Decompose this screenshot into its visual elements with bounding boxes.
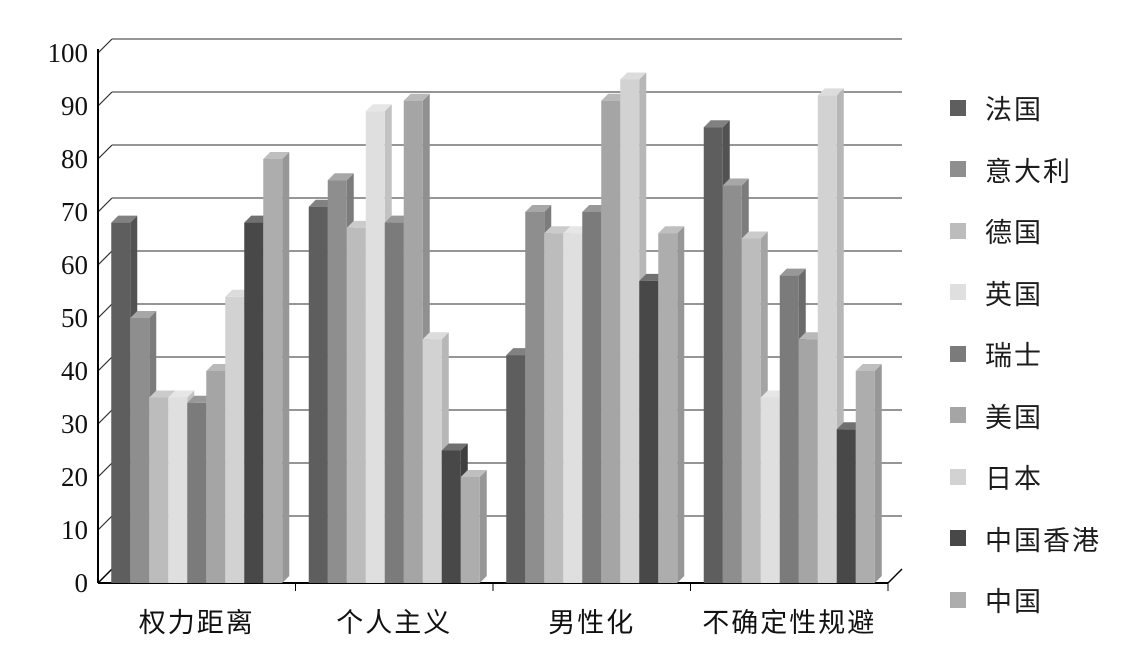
bar-top-face [403, 93, 430, 101]
bar-top-face [111, 215, 138, 223]
bar-front-face [130, 318, 150, 583]
bar-front-face [620, 79, 640, 583]
bar-front-face [601, 100, 621, 583]
bar-top-face [855, 364, 882, 371]
y-tick-50 [97, 303, 113, 319]
bar-front-face [563, 233, 583, 583]
bar-front-face [658, 233, 678, 583]
category-label-idv: 个人主义 [336, 608, 452, 638]
bar-top-face [658, 226, 685, 234]
bar-side-face [874, 364, 882, 583]
bar-front-face [365, 111, 385, 584]
bar-front-face [441, 450, 461, 583]
bar-front-face [779, 275, 799, 583]
y-tick-30 [97, 409, 113, 425]
bar-front-face [703, 127, 723, 583]
bar-front-face [225, 296, 245, 583]
bar-top-face [741, 231, 768, 239]
floor-left-corner [97, 568, 113, 584]
bar-front-face [544, 233, 564, 583]
bar-front-face [722, 185, 742, 583]
bar-cn-uai [855, 364, 882, 583]
bar-front-face [741, 238, 761, 583]
y-tick-label-60: 60 [61, 250, 88, 280]
bar-front-face [244, 222, 264, 583]
bar-top-face [168, 390, 195, 398]
bar-front-face [168, 397, 188, 583]
bar-front-face [187, 402, 207, 583]
bar-front-face [582, 212, 602, 583]
bar-front-face [798, 339, 818, 583]
bar-top-face [130, 311, 157, 318]
bar-cn-pdi [263, 152, 290, 583]
bar-front-face [384, 222, 404, 583]
y-tick-label-20: 20 [61, 462, 88, 492]
bar-side-face [282, 152, 290, 583]
bar-front-face [525, 212, 545, 583]
category-label-mas: 男性化 [548, 608, 635, 638]
bar-cn-mas [658, 226, 685, 583]
bar-front-face [817, 95, 837, 584]
bar-top-face [263, 152, 290, 159]
bar-top-face [722, 178, 749, 186]
bar-top-face [149, 390, 176, 398]
y-tick-label-0: 0 [75, 568, 89, 598]
bar-front-face [308, 206, 328, 583]
y-tick-60 [97, 250, 113, 266]
bar-top-face [327, 173, 354, 181]
bar-front-face [403, 100, 423, 583]
y-tick-90 [97, 91, 113, 107]
bar-top-face [620, 72, 647, 80]
bar-front-face [836, 429, 856, 583]
bar-front-face [327, 180, 347, 583]
bar-top-face [365, 104, 392, 112]
y-tick-label-90: 90 [61, 91, 88, 121]
category-label-uai: 不确定性规避 [702, 608, 876, 638]
y-tick-20 [97, 462, 113, 478]
y-tick-label-50: 50 [61, 303, 88, 333]
y-tick-label-10: 10 [61, 515, 88, 545]
y-tick-80 [97, 144, 113, 160]
y-tick-label-40: 40 [61, 356, 88, 386]
category-label-pdi: 权力距离 [139, 608, 255, 638]
bar-front-face [346, 227, 366, 583]
bar-front-face [506, 355, 526, 583]
y-tick-40 [97, 356, 113, 372]
bar-top-face [422, 332, 449, 340]
bar-front-face [206, 371, 226, 583]
bar-front-face [460, 477, 480, 583]
y-tick-label-30: 30 [61, 409, 88, 439]
y-tick-label-80: 80 [61, 144, 88, 174]
bar-cn-idv [460, 470, 487, 583]
floor-right-corner [887, 568, 903, 584]
bar-front-face [639, 280, 659, 583]
bar-top-face [441, 443, 468, 451]
bar-front-face [422, 339, 442, 583]
y-tick-label-70: 70 [61, 197, 88, 227]
y-tick-10 [97, 515, 113, 531]
bar-top-face [460, 470, 487, 477]
bar-front-face [760, 397, 780, 583]
bar-top-face [779, 268, 806, 276]
y-tick-label-100: 100 [48, 38, 89, 68]
bar-side-face [677, 226, 685, 583]
y-tick-70 [97, 197, 113, 213]
bar-side-face [479, 470, 487, 583]
bar-front-face [263, 159, 283, 583]
bar-front-face [855, 371, 875, 583]
bar-top-face [817, 88, 844, 96]
bar-top-face [525, 205, 552, 212]
bar-front-face [111, 222, 131, 583]
bar-front-face [149, 397, 169, 583]
bar-top-face [703, 120, 730, 128]
y-tick-100 [97, 38, 113, 54]
bar-top-face [544, 226, 571, 234]
